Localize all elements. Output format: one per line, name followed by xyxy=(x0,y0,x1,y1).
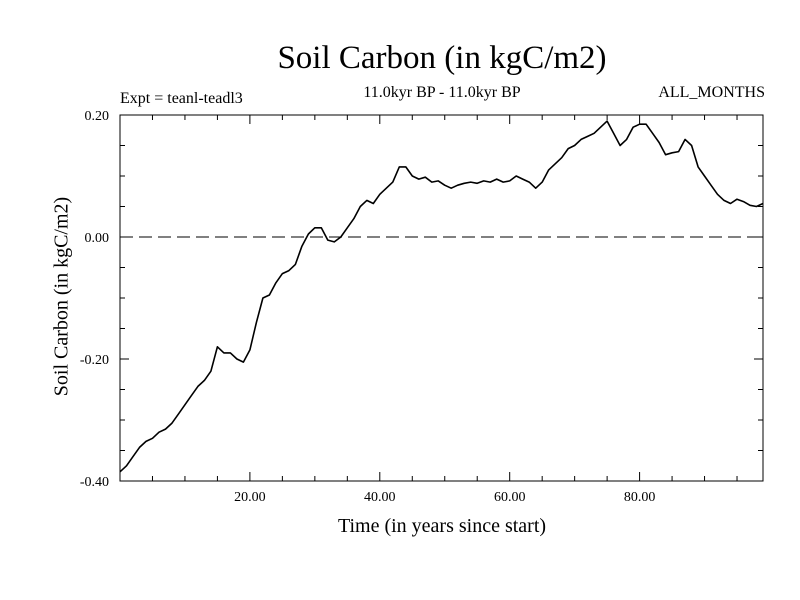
experiment-label: Expt = teanl-teadl3 xyxy=(120,90,243,107)
x-tick-label: 20.00 xyxy=(234,490,266,505)
chart-subtitle: 11.0kyr BP - 11.0kyr BP xyxy=(363,84,521,101)
period-label: ALL_MONTHS xyxy=(658,84,765,101)
plot-frame xyxy=(119,114,764,482)
y-tick-label: -0.40 xyxy=(80,475,109,490)
x-tick-label: 40.00 xyxy=(364,490,396,505)
chart-title: Soil Carbon (in kgC/m2) xyxy=(277,40,607,76)
x-tick-label: 60.00 xyxy=(494,490,526,505)
x-axis-label: Time (in years since start) xyxy=(337,515,547,537)
soil-carbon-series-line xyxy=(119,120,764,473)
y-tick-label: 0.00 xyxy=(85,231,110,246)
y-tick-label: 0.20 xyxy=(85,109,110,124)
y-tick-label: -0.20 xyxy=(80,353,109,368)
x-tick-label: 80.00 xyxy=(624,490,656,505)
